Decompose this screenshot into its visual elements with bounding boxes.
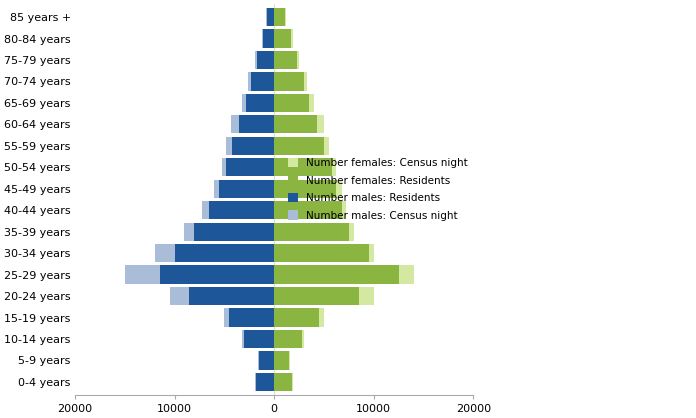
Bar <box>274 244 374 262</box>
Bar <box>262 29 274 48</box>
Bar <box>274 287 358 305</box>
Bar <box>258 352 274 370</box>
Bar <box>274 330 304 348</box>
Bar <box>224 308 274 326</box>
Bar <box>239 115 274 133</box>
Bar <box>274 201 346 219</box>
Bar <box>274 72 304 91</box>
Bar <box>255 51 274 69</box>
Bar <box>274 201 342 219</box>
Bar <box>274 94 309 112</box>
Bar <box>222 158 274 176</box>
Bar <box>274 72 307 91</box>
Bar <box>274 330 302 348</box>
Legend: Number females: Census night, Number females: Residents, Number males: Residents: Number females: Census night, Number fem… <box>287 158 468 221</box>
Bar <box>125 265 274 284</box>
Bar <box>274 51 299 69</box>
Bar <box>274 222 349 241</box>
Bar <box>251 72 274 91</box>
Bar <box>274 352 290 370</box>
Bar <box>248 72 274 91</box>
Bar <box>274 265 399 284</box>
Bar <box>209 201 274 219</box>
Bar <box>258 51 274 69</box>
Bar <box>274 244 369 262</box>
Bar <box>274 158 336 176</box>
Bar <box>274 265 413 284</box>
Bar <box>274 373 293 391</box>
Bar <box>274 29 293 48</box>
Bar <box>274 137 324 155</box>
Bar <box>184 222 274 241</box>
Bar <box>189 287 274 305</box>
Bar <box>266 8 274 26</box>
Bar <box>214 180 274 198</box>
Bar <box>226 158 274 176</box>
Bar <box>263 29 274 48</box>
Bar <box>274 373 292 391</box>
Bar <box>232 137 274 155</box>
Bar <box>175 244 274 262</box>
Bar <box>274 180 342 198</box>
Bar <box>244 330 274 348</box>
Bar <box>274 287 374 305</box>
Bar <box>256 373 274 391</box>
Bar <box>242 94 274 112</box>
Bar <box>219 180 274 198</box>
Bar <box>229 308 274 326</box>
Bar <box>255 373 274 391</box>
Bar <box>274 51 297 69</box>
Bar <box>274 115 317 133</box>
Bar <box>159 265 274 284</box>
Bar <box>242 330 274 348</box>
Bar <box>274 137 329 155</box>
Bar <box>194 222 274 241</box>
Bar <box>267 8 274 26</box>
Bar <box>231 115 274 133</box>
Bar <box>274 158 332 176</box>
Bar <box>274 308 319 326</box>
Bar <box>274 29 291 48</box>
Bar <box>274 94 314 112</box>
Bar <box>170 287 274 305</box>
Bar <box>274 222 354 241</box>
Bar <box>274 8 286 26</box>
Bar <box>246 94 274 112</box>
Bar <box>274 180 336 198</box>
Bar <box>226 137 274 155</box>
Bar <box>259 352 274 370</box>
Bar <box>274 8 285 26</box>
Bar <box>274 352 289 370</box>
Bar <box>155 244 274 262</box>
Bar <box>274 115 324 133</box>
Bar <box>274 308 324 326</box>
Bar <box>203 201 274 219</box>
